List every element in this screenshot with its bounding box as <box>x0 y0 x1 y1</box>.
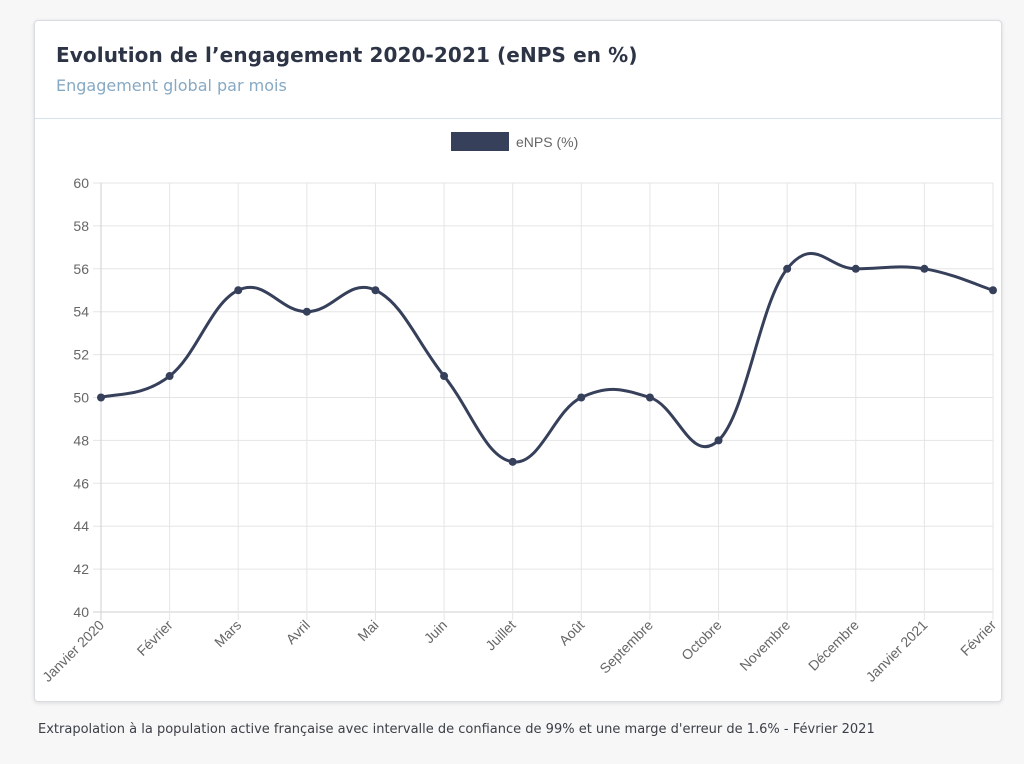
data-point[interactable] <box>851 264 860 273</box>
line-chart: 40 42 44 46 48 50 52 54 56 58 60 Janvier 2020 Févri… <box>39 132 999 685</box>
legend[interactable]: eNPS (%) <box>451 132 578 151</box>
x-tick-label: Août <box>556 617 588 649</box>
y-tick-label: 58 <box>73 218 89 234</box>
data-point[interactable] <box>302 307 311 316</box>
x-tick-label: Septembre <box>596 617 656 677</box>
x-tick-label: Mars <box>211 617 244 650</box>
x-tick-label: Février <box>957 617 999 659</box>
x-tick-label: Novembre <box>736 617 793 674</box>
series-line <box>100 252 994 464</box>
chart-title: Evolution de l’engagement 2020-2021 (eNP… <box>56 43 638 67</box>
data-point[interactable] <box>920 264 929 273</box>
data-point[interactable] <box>645 393 654 402</box>
y-tick-label: 48 <box>73 432 89 448</box>
data-point[interactable] <box>989 286 997 295</box>
y-tick-label: 46 <box>73 475 89 491</box>
x-tick-label: Octobre <box>678 617 725 664</box>
x-tick-label: Février <box>134 617 176 659</box>
y-axis: 40 42 44 46 48 50 52 54 56 58 60 <box>73 175 89 620</box>
x-tick-label: Avril <box>283 617 313 647</box>
data-point[interactable] <box>577 393 586 402</box>
data-point[interactable] <box>440 372 449 381</box>
x-tick-label: Juillet <box>482 617 519 654</box>
x-tick-label: Juin <box>421 617 450 646</box>
legend-label[interactable]: eNPS (%) <box>516 134 578 150</box>
y-tick-label: 54 <box>73 304 89 320</box>
data-point[interactable] <box>508 457 517 466</box>
y-tick-label: 50 <box>73 390 89 406</box>
y-tick-label: 40 <box>73 604 89 620</box>
data-point[interactable] <box>371 286 380 295</box>
x-tick-label: Janvier 2021 <box>863 617 931 685</box>
x-tick-label: Décembre <box>805 617 862 674</box>
legend-swatch[interactable] <box>451 132 509 151</box>
series-enps <box>97 252 997 466</box>
y-tick-label: 52 <box>73 347 89 363</box>
data-point[interactable] <box>714 436 723 445</box>
y-tick-label: 42 <box>73 561 89 577</box>
chart-subtitle: Engagement global par mois <box>56 76 287 95</box>
footnote: Extrapolation à la population active fra… <box>38 722 875 737</box>
y-tick-label: 60 <box>73 175 89 191</box>
x-axis: Janvier 2020 Février Mars Avril Mai Juin Juill… <box>39 617 999 685</box>
x-tick-label: Janvier 2020 <box>39 617 107 685</box>
chart-card: Evolution de l’engagement 2020-2021 (eNP… <box>34 20 1002 702</box>
data-point[interactable] <box>97 393 105 402</box>
card-header: Evolution de l’engagement 2020-2021 (eNP… <box>35 21 1001 119</box>
x-tick-label: Mai <box>354 617 381 644</box>
y-tick-label: 56 <box>73 261 89 277</box>
y-tick-label: 44 <box>73 518 89 534</box>
grid <box>93 182 994 620</box>
data-point[interactable] <box>234 286 243 295</box>
data-point[interactable] <box>165 372 174 381</box>
data-point[interactable] <box>783 264 792 273</box>
